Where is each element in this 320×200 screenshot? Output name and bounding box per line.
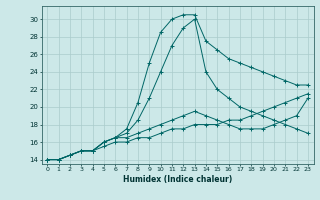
X-axis label: Humidex (Indice chaleur): Humidex (Indice chaleur) [123,175,232,184]
